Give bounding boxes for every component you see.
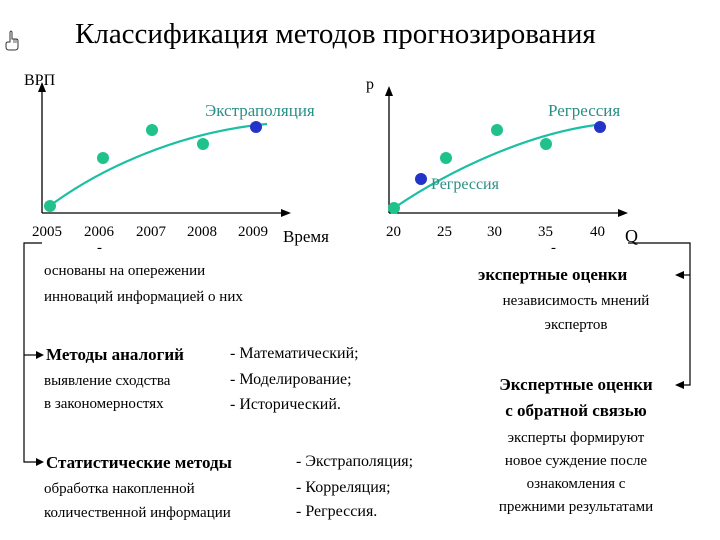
left-point [97, 152, 109, 164]
right-tick: 30 [487, 224, 502, 240]
analogies-method: - Моделирование; [230, 371, 352, 388]
right-dash: - [551, 240, 556, 256]
right-y-arrow [385, 86, 393, 96]
feedback-title-line: с обратной связью [505, 401, 647, 420]
feedback-desc-line: новое суждение после [504, 453, 648, 469]
right-chart-xlabel: Q [625, 226, 638, 246]
left-tick: 2009 [238, 224, 268, 240]
right-chart-curve-label: Регрессия [548, 101, 621, 120]
analogies-title: Методы аналогий [46, 345, 184, 364]
analogies-line: выявление сходства [44, 373, 171, 389]
left-y-arrow [38, 82, 46, 92]
left-fit-curve [46, 122, 268, 209]
intuition-line: инноваций информацией о них [44, 289, 243, 305]
left-point [197, 138, 209, 150]
right-point [388, 202, 400, 214]
right-tick: 35 [538, 224, 553, 240]
right-x-arrow [618, 209, 628, 217]
left-point [146, 124, 158, 136]
left-chart-xlabel: Время [283, 227, 329, 246]
analogies-method: - Исторический. [230, 396, 341, 413]
left-tick: 2007 [136, 224, 166, 240]
left-tick: 2008 [187, 224, 217, 240]
right-chart-ylabel: р [366, 76, 374, 93]
right-point [491, 124, 503, 136]
left-dash: - [97, 240, 102, 256]
feedback-desc-line: ознакомления с [526, 476, 626, 492]
statistical-method: - Экстраполяция; [296, 453, 414, 470]
left-point [44, 200, 56, 212]
feedback-title-line: Экспертные оценки [499, 375, 653, 394]
right-tick: 40 [590, 224, 605, 240]
right-tick: 25 [437, 224, 452, 240]
statistical-method: - Регрессия. [296, 503, 378, 520]
page-title: Классификация методов прогнозирования [75, 18, 596, 50]
feedback-desc-line: прежними результатами [498, 499, 654, 515]
left-x-arrow [281, 209, 291, 217]
expert-desc-line: независимость мнений [502, 293, 650, 309]
left-tick: 2005 [32, 224, 62, 240]
left-chart [38, 82, 291, 217]
right-point [540, 138, 552, 150]
statistical-method: - Корреляция; [296, 479, 391, 496]
left-chart-curve-label: Экстраполяция [205, 101, 315, 120]
right-chart-point-label: Регрессия [431, 176, 499, 193]
right-point-highlight [415, 173, 427, 185]
intuition-line: основаны на опережении [44, 263, 206, 279]
statistical-line: обработка накопленной [44, 481, 195, 497]
right-point-highlight [594, 121, 606, 133]
right-fit-curve [393, 122, 605, 209]
expert-desc-line: экспертов [544, 317, 608, 333]
left-point-highlight [250, 121, 262, 133]
right-bracket [628, 242, 691, 389]
left-tick: 2006 [84, 224, 114, 240]
statistical-line: количественной информации [44, 505, 231, 521]
right-chart [385, 86, 628, 217]
analogies-line: в закономерностях [44, 396, 164, 412]
left-bracket [23, 242, 44, 466]
pointing-hand-icon [5, 30, 19, 51]
expert-title: экспертные оценки [478, 265, 628, 284]
analogies-method: - Математический; [230, 345, 359, 362]
left-chart-ylabel: ВРП [24, 72, 56, 89]
right-tick: 20 [386, 224, 401, 240]
right-point [440, 152, 452, 164]
feedback-desc-line: эксперты формируют [507, 430, 645, 446]
statistical-title: Статистические методы [46, 453, 232, 472]
